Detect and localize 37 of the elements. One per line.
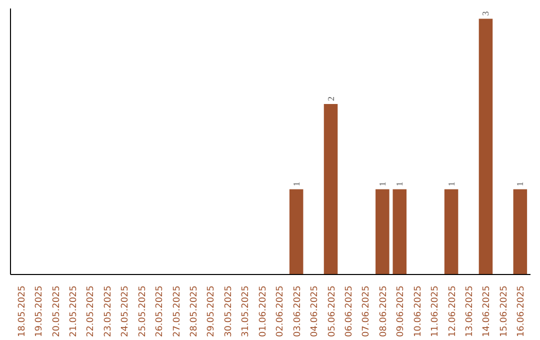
x-tick-label: 18.05.2025 (17, 286, 28, 338)
data-label: 1 (515, 182, 526, 186)
data-label: 1 (446, 182, 456, 186)
x-tick-label: 27.05.2025 (172, 286, 182, 338)
x-tick-label: 06.06.2025 (344, 286, 354, 338)
data-label: 1 (394, 182, 405, 186)
x-tick-label: 28.05.2025 (190, 286, 200, 338)
x-tick-label: 03.06.2025 (292, 286, 303, 338)
data-label: 3 (480, 10, 491, 16)
x-tick-label: 05.06.2025 (327, 286, 338, 338)
x-tick-label: 04.06.2025 (310, 286, 320, 338)
x-tick-label: 20.05.2025 (52, 286, 62, 338)
x-tick-label: 09.06.2025 (396, 286, 406, 338)
x-tick-label: 24.05.2025 (120, 286, 131, 338)
x-tick-label: 16.06.2025 (516, 286, 527, 338)
data-label: 1 (291, 182, 302, 186)
x-tick-label: 25.05.2025 (138, 286, 148, 338)
x-tick-label: 11.06.2025 (430, 286, 441, 338)
x-tick-label: 12.06.2025 (448, 286, 458, 338)
x-tick-label: 23.05.2025 (103, 286, 114, 338)
x-tick-label: 31.05.2025 (241, 286, 252, 338)
data-label: 1 (377, 182, 388, 186)
x-tick-label: 10.06.2025 (413, 286, 424, 338)
data-label: 2 (326, 96, 336, 101)
x-tick-label: 29.05.2025 (206, 286, 217, 338)
x-tick-label: 19.05.2025 (34, 286, 45, 338)
x-tick-label: 14.06.2025 (482, 286, 492, 338)
x-tick-label: 22.05.2025 (86, 286, 96, 338)
x-tick-label: 26.05.2025 (155, 286, 166, 338)
x-tick-label: 13.06.2025 (465, 286, 476, 338)
x-tick-label: 15.06.2025 (499, 286, 510, 338)
x-tick-label: 01.06.2025 (258, 286, 268, 338)
x-tick-label: 30.05.2025 (224, 286, 234, 338)
x-tick-label: 02.06.2025 (276, 286, 286, 338)
x-tick-label: 21.05.2025 (68, 286, 79, 338)
x-tick-label: 08.06.2025 (378, 286, 389, 338)
x-tick-label: 07.06.2025 (362, 286, 372, 338)
